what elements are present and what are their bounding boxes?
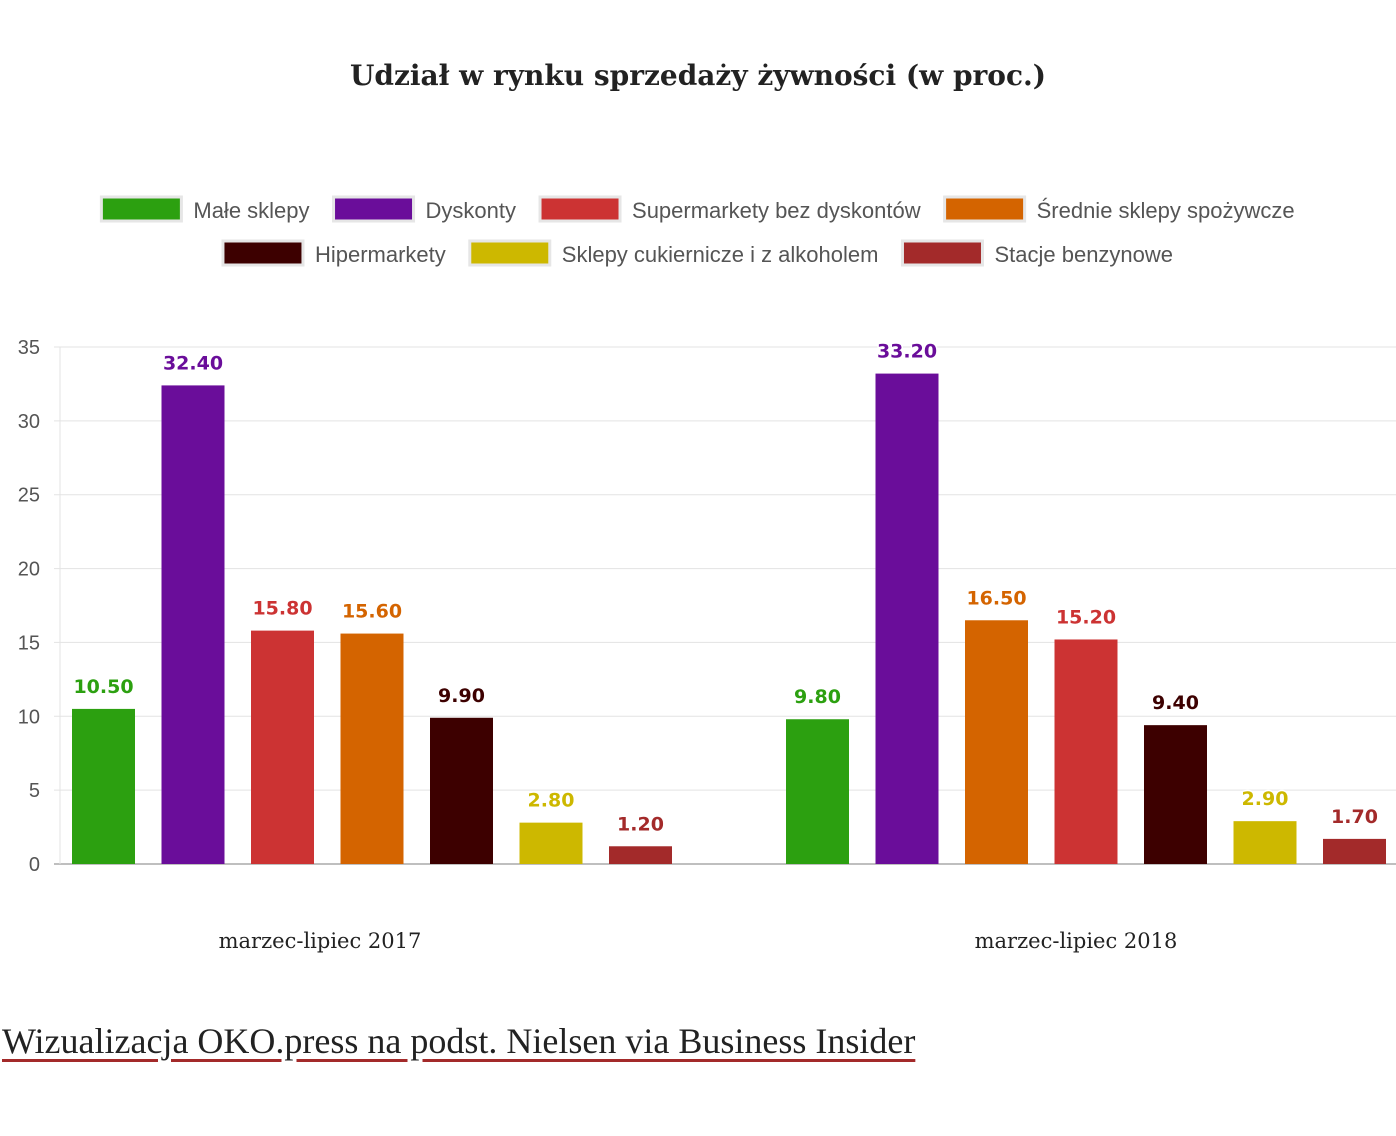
legend: Małe sklepy Dyskonty Supermarkety bez dysk…: [99, 195, 1295, 267]
legend-item-dyskonty[interactable]: Dyskonty: [332, 195, 516, 223]
legend-swatch: [468, 239, 552, 267]
legend-label: Małe sklepy: [193, 198, 309, 223]
category-label: marzec-lipiec 2017: [219, 929, 422, 953]
legend-label: Średnie sklepy spożywcze: [1037, 198, 1295, 223]
x-axis: marzec-lipiec 2017 marzec-lipiec 2018: [219, 929, 1178, 953]
legend-label: Hipermarkety: [315, 242, 446, 267]
bar-group-2: 9.80 33.20 16.50 15.20 9.40 2.90 1.70: [786, 339, 1386, 864]
bar-dyskonty[interactable]: [161, 385, 225, 864]
legend-swatch: [221, 239, 305, 267]
y-axis: 0 5 10 15 20 25 30 35: [18, 337, 61, 876]
data-label: 15.80: [252, 598, 312, 620]
data-label: 32.40: [163, 352, 223, 374]
chart-title: Udział w rynku sprzedaży żywności (w pro…: [350, 59, 1046, 92]
y-tick-label: 30: [18, 411, 40, 433]
legend-label: Stacje benzynowe: [994, 242, 1173, 267]
data-label: 2.90: [1242, 788, 1289, 810]
legend-item-supermarkety-bez-dyskontow[interactable]: Supermarkety bez dyskontów: [538, 195, 921, 223]
data-label: 10.50: [73, 676, 133, 698]
data-label: 1.70: [1331, 806, 1378, 828]
data-label: 15.60: [342, 601, 402, 623]
bar-hipermarkety[interactable]: [430, 717, 493, 864]
legend-swatch: [99, 195, 183, 223]
y-tick-label: 10: [18, 706, 40, 728]
y-tick-label: 35: [18, 337, 40, 359]
data-label: 9.40: [1152, 692, 1199, 714]
legend-label: Supermarkety bez dyskontów: [632, 198, 921, 223]
legend-swatch: [900, 239, 984, 267]
legend-swatch: [332, 195, 416, 223]
data-label: 9.90: [438, 685, 485, 707]
bars: 10.50 32.40 15.80 15.60 9.90 2.80 1.20 9.80 33.2…: [72, 339, 1386, 864]
bar-stacje-benzynowe[interactable]: [609, 846, 672, 864]
y-tick-label: 20: [18, 559, 40, 581]
legend-label: Sklepy cukiernicze i z alkoholem: [562, 242, 879, 267]
bar-sklepy-cukiernicze-i-z-alkoholem[interactable]: [1233, 821, 1297, 864]
legend-swatch: [538, 195, 622, 223]
legend-item-male-sklepy[interactable]: Małe sklepy: [99, 195, 310, 223]
bar-srednie-sklepy-spozywcze[interactable]: [965, 620, 1028, 864]
legend-item-stacje-benzynowe[interactable]: Stacje benzynowe: [900, 239, 1173, 267]
data-label: 16.50: [966, 587, 1026, 609]
y-tick-label: 15: [18, 632, 40, 654]
y-tick-label: 0: [29, 854, 40, 876]
data-label: 1.20: [617, 813, 664, 835]
source-credit[interactable]: Wizualizacja OKO.press na podst. Nielsen…: [2, 1021, 916, 1061]
data-label: 9.80: [794, 686, 841, 708]
data-label: 2.80: [528, 790, 575, 812]
bar-sklepy-cukiernicze-i-z-alkoholem[interactable]: [519, 822, 583, 864]
bar-srednie-sklepy-spozywcze[interactable]: [340, 633, 404, 864]
bar-male-sklepy[interactable]: [786, 719, 849, 864]
bar-supermarkety-bez-dyskontow[interactable]: [251, 630, 314, 864]
category-label: marzec-lipiec 2018: [975, 929, 1178, 953]
data-label: 33.20: [877, 341, 937, 363]
legend-item-sklepy-cukiernicze-i-z-alkoholem[interactable]: Sklepy cukiernicze i z alkoholem: [468, 239, 879, 267]
data-label: 15.20: [1056, 606, 1116, 628]
bar-stacje-benzynowe[interactable]: [1323, 838, 1386, 864]
bar-male-sklepy[interactable]: [72, 708, 135, 864]
legend-item-srednie-sklepy-spozywcze[interactable]: Średnie sklepy spożywcze: [943, 195, 1295, 223]
y-tick-label: 5: [29, 780, 40, 802]
bar-dyskonty[interactable]: [875, 373, 939, 864]
bar-hipermarkety[interactable]: [1144, 725, 1207, 864]
legend-item-hipermarkety[interactable]: Hipermarkety: [221, 239, 446, 267]
bar-group-1: 10.50 32.40 15.80 15.60 9.90 2.80 1.20: [72, 351, 672, 864]
legend-label: Dyskonty: [426, 198, 516, 223]
bar-supermarkety-bez-dyskontow[interactable]: [1054, 639, 1118, 864]
legend-swatch: [943, 195, 1027, 223]
y-tick-label: 25: [18, 485, 40, 507]
